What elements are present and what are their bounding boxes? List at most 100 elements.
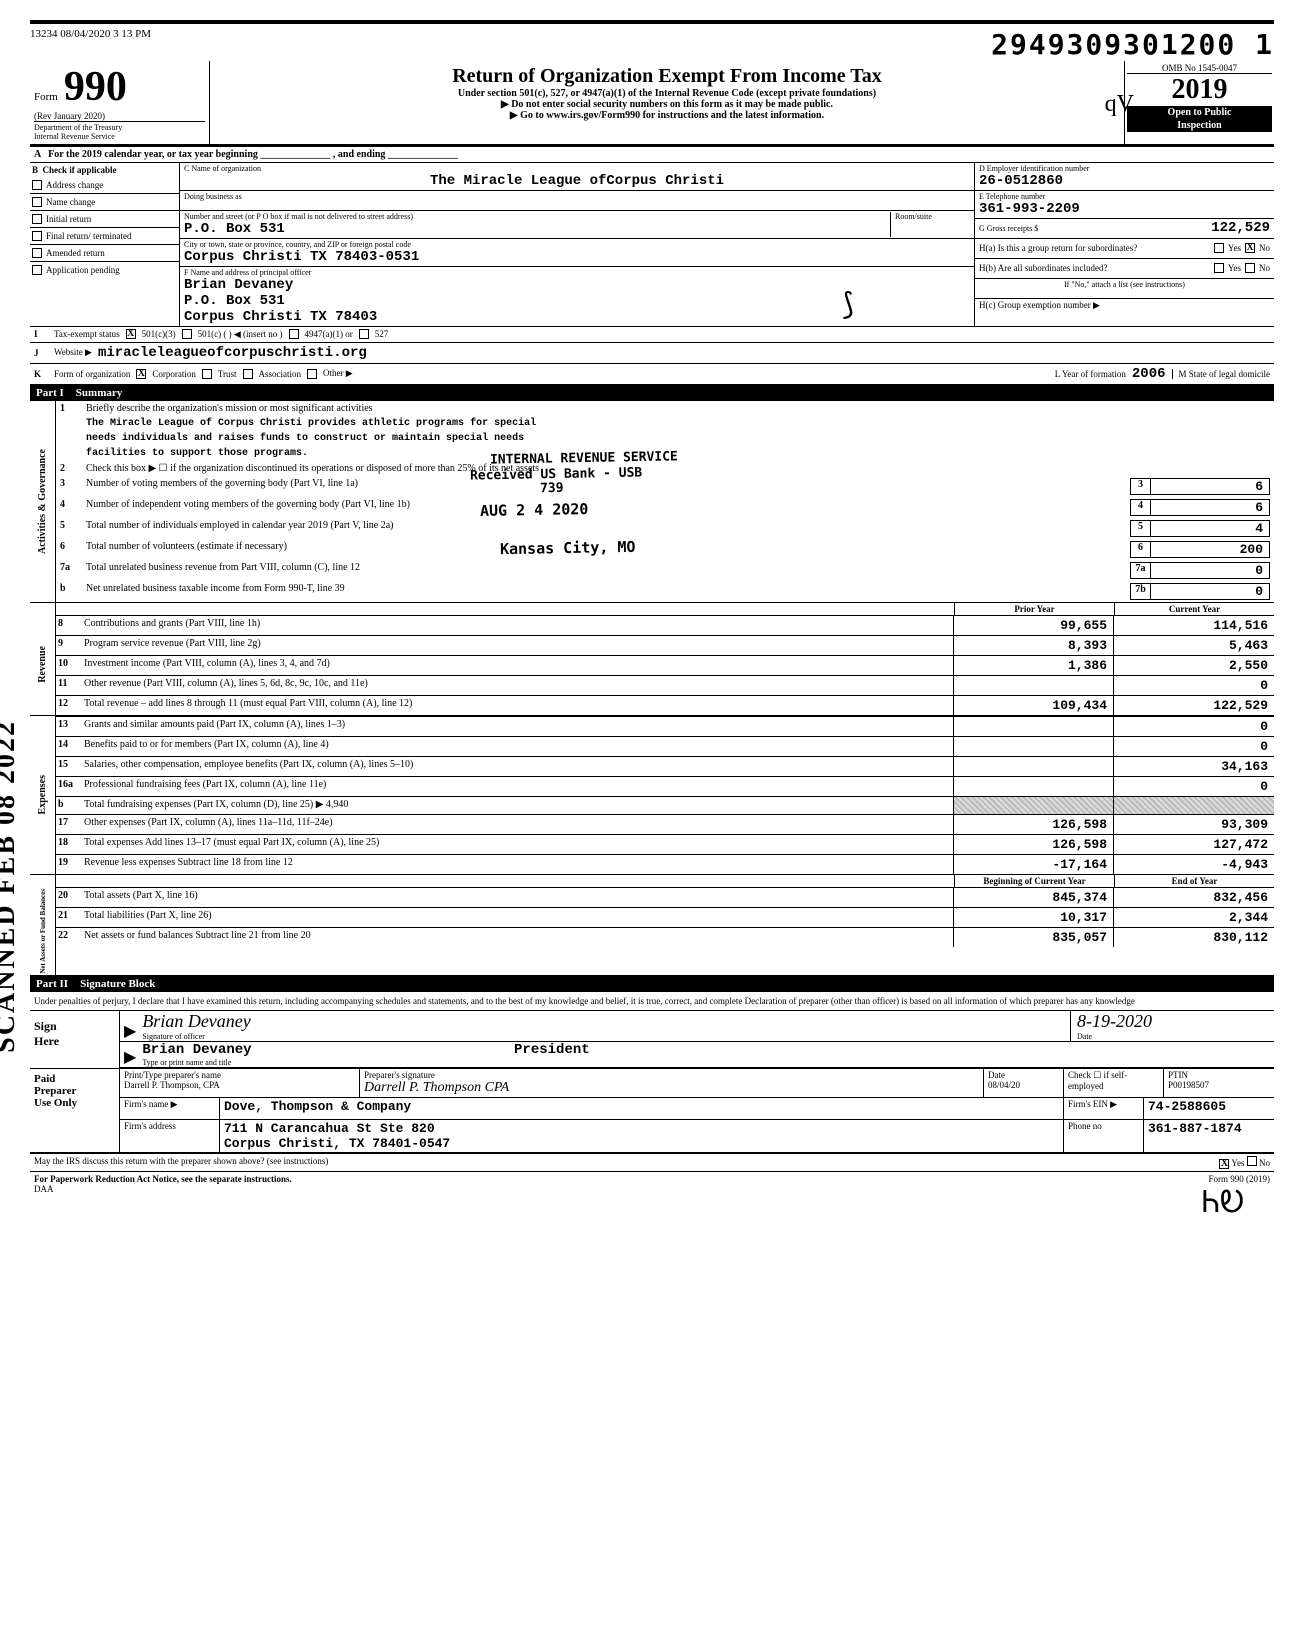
l7b-text: Net unrelated business taxable income fr… (86, 583, 1124, 594)
prior-value: -17,164 (954, 855, 1114, 874)
prep-name-label: Print/Type preparer's name (124, 1070, 355, 1080)
netassets-block: Net Assets or Fund Balances 20Total asse… (30, 887, 1274, 977)
preparer-label: Preparer (34, 1085, 115, 1097)
current-value: 122,529 (1114, 696, 1274, 715)
h-b-no[interactable] (1245, 263, 1255, 273)
h-a-no[interactable] (1245, 243, 1255, 253)
prior-value (954, 676, 1114, 695)
h-a-label: H(a) Is this a group return for subordin… (979, 243, 1210, 253)
line-text: Total revenue – add lines 8 through 11 (… (82, 696, 954, 715)
line-number: 10 (56, 656, 82, 675)
arrow-ssn: ▶ Do not enter social security numbers o… (218, 99, 1116, 110)
line-text: Total fundraising expenses (Part IX, col… (82, 797, 954, 814)
section-b: B Check if applicable Address change Nam… (30, 163, 180, 326)
line-number: 20 (56, 888, 82, 907)
header-grid: B Check if applicable Address change Nam… (30, 163, 1274, 327)
line-text: Salaries, other compensation, employee b… (82, 757, 954, 776)
chk-final-return[interactable]: Final return/ terminated (30, 228, 179, 245)
prior-value: 8,393 (954, 636, 1114, 655)
prior-value (954, 777, 1114, 796)
col-boy: Beginning of Current Year (954, 875, 1114, 887)
table-row: 13Grants and similar amounts paid (Part … (56, 716, 1274, 736)
chk-name-change[interactable]: Name change (30, 194, 179, 211)
daa: DAA (34, 1184, 54, 1194)
chk-corporation[interactable] (136, 369, 146, 379)
form-subtitle: Under section 501(c), 527, or 4947(a)(1)… (218, 88, 1116, 99)
chk-501c3[interactable] (126, 329, 136, 339)
prep-date: 08/04/20 (988, 1080, 1059, 1090)
officer-signature: Brian Devaney (142, 1011, 1070, 1032)
current-value: 2,344 (1114, 908, 1274, 927)
line-number: 13 (56, 717, 82, 736)
h-b-yes[interactable] (1214, 263, 1224, 273)
chk-amended[interactable]: Amended return (30, 245, 179, 262)
current-value: 34,163 (1114, 757, 1274, 776)
prep-name: Darrell P. Thompson, CPA (124, 1080, 355, 1090)
row-k: K Form of organization Corporation Trust… (30, 364, 1274, 385)
ptin-label: PTIN (1168, 1070, 1270, 1080)
sig-date: 8-19-2020 (1077, 1011, 1270, 1032)
form-number: 990 (64, 63, 127, 111)
chk-4947[interactable] (289, 329, 299, 339)
discuss-yes[interactable] (1219, 1159, 1229, 1169)
col-eoy: End of Year (1114, 875, 1274, 887)
table-row: 21Total liabilities (Part X, line 26)10,… (56, 907, 1274, 927)
sig-label: Signature of officer (142, 1032, 1070, 1041)
current-value: 93,309 (1114, 815, 1274, 834)
line-number: 15 (56, 757, 82, 776)
use-only-label: Use Only (34, 1097, 115, 1109)
perjury-text: Under penalties of perjury, I declare th… (30, 992, 1274, 1011)
firm-addr2: Corpus Christi, TX 78401-0547 (224, 1136, 1059, 1151)
h-a-yes[interactable] (1214, 243, 1224, 253)
prep-date-label: Date (988, 1070, 1059, 1080)
org-name: The Miracle League ofCorpus Christi (184, 173, 970, 189)
room-label: Room/suite (895, 212, 970, 221)
col-current-year: Current Year (1114, 603, 1274, 615)
section-b-header: B Check if applicable (30, 163, 179, 177)
discuss-no[interactable] (1247, 1156, 1257, 1166)
table-row: 19Revenue less expenses Subtract line 18… (56, 854, 1274, 874)
line-number: 18 (56, 835, 82, 854)
chk-trust[interactable] (202, 369, 212, 379)
table-row: 10Investment income (Part VIII, column (… (56, 655, 1274, 675)
row-i: I Tax-exempt status 501(c)(3) 501(c) ( )… (30, 327, 1274, 343)
h-c-label: H(c) Group exemption number ▶ (975, 299, 1274, 319)
table-row: 17Other expenses (Part IX, column (A), l… (56, 814, 1274, 834)
h-note: If "No," attach a list (see instructions… (975, 279, 1274, 299)
current-value: 832,456 (1114, 888, 1274, 907)
current-value (1114, 797, 1274, 814)
self-employed-label: Check ☐ if self-employed (1064, 1069, 1164, 1097)
line-number: b (56, 797, 82, 814)
revenue-block: Revenue 8Contributions and grants (Part … (30, 615, 1274, 716)
chk-initial-return[interactable]: Initial return (30, 211, 179, 228)
prior-value: 835,057 (954, 928, 1114, 947)
l5-value: 4 (1150, 520, 1270, 537)
tel-label: E Telephone number (979, 192, 1270, 201)
chk-address-change[interactable]: Address change (30, 177, 179, 194)
part-1-title: Summary (76, 387, 122, 399)
officer-label: F Name and address of principal officer (184, 268, 970, 277)
line-a-text: For the 2019 calendar year, or tax year … (48, 149, 458, 160)
stamp-kc: Kansas City, MO (500, 537, 636, 557)
h-b-label: H(b) Are all subordinates included? (979, 263, 1210, 273)
prior-value (954, 757, 1114, 776)
website-value: miracleleagueofcorpuschristi.org (98, 345, 367, 361)
current-value: 127,472 (1114, 835, 1274, 854)
prep-sig-label: Preparer's signature (364, 1070, 979, 1080)
open-public-2: Inspection (1127, 119, 1272, 132)
addr-label: Number and street (or P O box if mail is… (184, 212, 890, 221)
chk-other[interactable] (307, 369, 317, 379)
form-title: Return of Organization Exempt From Incom… (218, 65, 1116, 88)
line-text: Investment income (Part VIII, column (A)… (82, 656, 954, 675)
chk-association[interactable] (243, 369, 253, 379)
firm-addr-label: Firm's address (120, 1120, 220, 1152)
chk-501c[interactable] (182, 329, 192, 339)
row-i-label: Tax-exempt status (54, 329, 120, 339)
chk-application-pending[interactable]: Application pending (30, 262, 179, 278)
chk-527[interactable] (359, 329, 369, 339)
col-prior-year: Prior Year (954, 603, 1114, 615)
part-1-label: Part I (36, 387, 64, 399)
part-2-header: Part II Signature Block (30, 976, 1274, 992)
city-label: City or town, state or province, country… (184, 240, 970, 249)
table-row: 15Salaries, other compensation, employee… (56, 756, 1274, 776)
